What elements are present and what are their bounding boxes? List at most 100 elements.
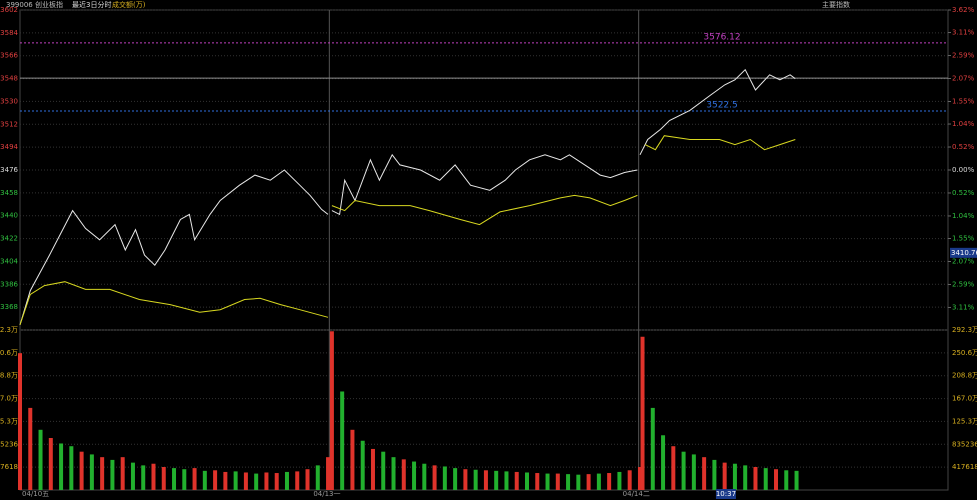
y2-tick-label: 1.04% [952,212,975,220]
volume-bar [566,474,571,490]
volume-bar [514,471,519,490]
volume-bar [494,470,499,490]
day-label: 04/10五 [22,490,49,498]
volume-bar [607,473,612,490]
y-tick-label: 3404 [0,257,18,265]
volume-bar [182,469,187,490]
volume-bar [110,459,115,490]
volume-bar [640,336,645,490]
volume-bar [453,468,458,490]
y-tick-label: 3548 [0,75,18,83]
y2-tick-label: 1.55% [952,235,975,243]
volume-bar [722,462,727,490]
volume-bar [274,473,279,490]
volume-bar [712,459,717,490]
y2-tick-label: 3.62% [952,6,975,14]
volume-bar [794,470,799,490]
y-tick-label: 3422 [0,235,18,243]
volume-label: 成交额(万) [112,0,146,9]
volume-bar [172,468,177,490]
volume-tick-label: 835236 [0,440,19,448]
volume-bar [100,457,105,490]
volume-bar [295,471,300,490]
volume-bar [233,471,238,490]
volume-bar [350,429,355,490]
volume-bar [483,470,488,490]
volume-bar [28,407,33,490]
volume-tick-label: 292.3万 [952,326,977,334]
mode-label: 最近3日分时 [72,0,111,9]
y2-tick-label: 1.04% [952,120,975,128]
volume-bar [763,468,768,490]
y-tick-label: 3368 [0,303,18,311]
volume-tick-label: 125.3万 [952,417,977,425]
y-tick-label: 3530 [0,97,18,105]
volume-bar [79,451,84,490]
volume-bar [48,438,53,490]
y-tick-label: 3494 [0,143,18,151]
y2-tick-label: 0.52% [952,143,975,151]
volume-bar [524,472,529,490]
volume-tick-label: 250.6万 [0,349,18,357]
volume-bar [576,474,581,490]
volume-bar [284,471,289,490]
y2-tick-label: 2.59% [952,280,975,288]
volume-bar [637,467,642,490]
volume-bar [412,461,417,490]
volume-bar [243,472,248,490]
volume-bar [141,465,146,490]
volume-bar [442,466,447,490]
volume-bar [315,465,320,490]
volume-bar [774,469,779,490]
y-tick-label: 3440 [0,212,18,220]
volume-bar [627,470,632,490]
volume-bar [89,454,94,490]
y-tick-label: 3386 [0,280,18,288]
y-tick-label: 3566 [0,52,18,60]
volume-bar [504,471,509,490]
y2-tick-label: 0.00% [952,166,975,174]
volume-tick-label: 835236 [952,440,977,448]
volume-tick-label: 250.6万 [952,349,977,357]
volume-tick-label: 417618 [0,463,18,471]
volume-tick-label: 167.0万 [952,395,977,403]
day-label: 04/13一 [313,490,340,498]
volume-bar [254,473,259,490]
y-tick-label: 3458 [0,189,18,197]
menu-button[interactable]: 主要指数 [822,0,850,9]
volume-bar [381,451,386,490]
day-label: 04/14二 [623,490,650,498]
volume-bar [59,443,64,490]
volume-bar [326,457,331,490]
volume-bar [596,473,601,490]
index-name: 399006 创业板指 [6,0,63,9]
volume-tick-label: 208.8万 [0,372,18,380]
volume-bar [305,469,310,490]
volume-bar [151,463,156,490]
level-label: 3576.12 [703,32,740,42]
level-label: 3522.5 [706,100,738,110]
volume-bar [702,457,707,490]
volume-bar [192,468,197,490]
volume-bar [161,467,166,490]
volume-bar [432,465,437,490]
cursor-price-box [950,247,977,258]
volume-tick-label: 167.0万 [0,395,18,403]
volume-bar [661,435,666,490]
volume-bar [617,471,622,490]
y-tick-label: 3512 [0,120,18,128]
y2-tick-label: 3.11% [952,29,975,37]
cursor-time: 10:37 [716,490,736,498]
volume-tick-label: 125.3万 [0,417,18,425]
volume-bar [120,457,125,490]
volume-bar [202,470,207,490]
volume-bar [213,470,218,490]
y-tick-label: 3602 [0,6,18,14]
y-tick-label: 3476 [0,166,18,174]
volume-bar [130,462,135,490]
y2-tick-label: 3.11% [952,303,975,311]
price-line [19,68,796,326]
